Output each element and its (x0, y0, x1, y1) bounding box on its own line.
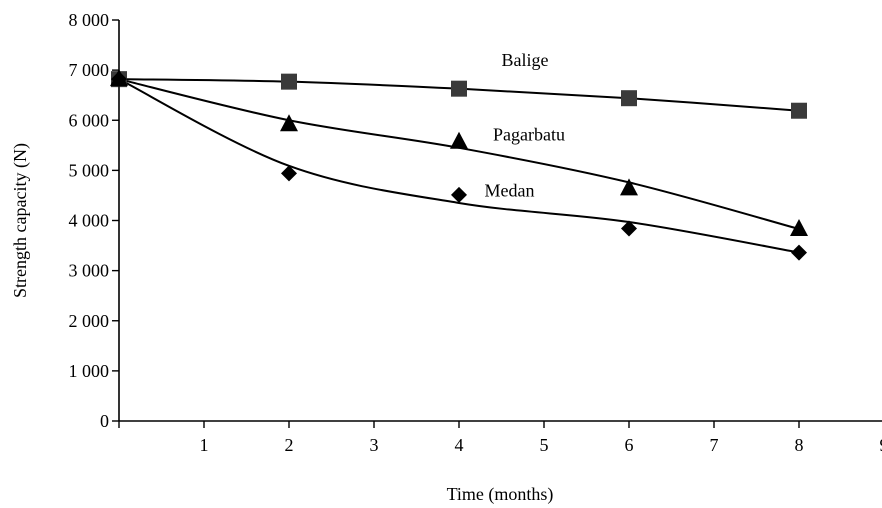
x-tick-label: 5 (540, 435, 549, 455)
series-line-pagarbatu (118, 78, 800, 230)
y-axis-title: Strength capacity (N) (10, 143, 31, 298)
x-tick-label: 1 (200, 435, 209, 455)
data-point-pagarbatu (280, 114, 298, 132)
x-tick-label: 4 (455, 435, 464, 455)
data-point-medan (451, 186, 467, 203)
y-tick-label: 1 000 (69, 361, 110, 381)
x-tick-label: 7 (710, 435, 719, 455)
series-label-balige: Balige (502, 50, 549, 70)
series-label-pagarbatu: Pagarbatu (493, 124, 565, 144)
y-tick-label: 3 000 (69, 261, 110, 281)
data-point-pagarbatu (620, 178, 638, 196)
series-line-medan (118, 78, 800, 254)
x-tick-label: 9 (880, 435, 882, 455)
y-tick-label: 7 000 (69, 60, 110, 80)
x-tick-label: 3 (370, 435, 379, 455)
data-point-medan (791, 244, 807, 261)
x-tick-label: 8 (795, 435, 804, 455)
y-tick-label: 4 000 (69, 211, 110, 231)
data-point-medan (621, 220, 637, 237)
y-tick-label: 6 000 (69, 110, 110, 130)
series-label-medan: Medan (485, 180, 535, 200)
y-tick-label: 2 000 (69, 311, 110, 331)
y-tick-label: 8 000 (69, 10, 110, 30)
data-point-balige (621, 90, 637, 107)
x-tick-label: 6 (625, 435, 634, 455)
y-tick-label: 0 (100, 411, 109, 431)
x-axis-title: Time (months) (447, 484, 554, 505)
data-point-pagarbatu (790, 219, 808, 237)
data-point-medan (281, 165, 297, 182)
x-tick-label: 2 (285, 435, 294, 455)
data-point-balige (281, 73, 297, 90)
data-point-medan (111, 71, 127, 88)
data-point-pagarbatu (450, 131, 468, 149)
y-tick-label: 5 000 (69, 160, 110, 180)
data-point-balige (451, 80, 467, 97)
data-point-balige (791, 102, 807, 119)
